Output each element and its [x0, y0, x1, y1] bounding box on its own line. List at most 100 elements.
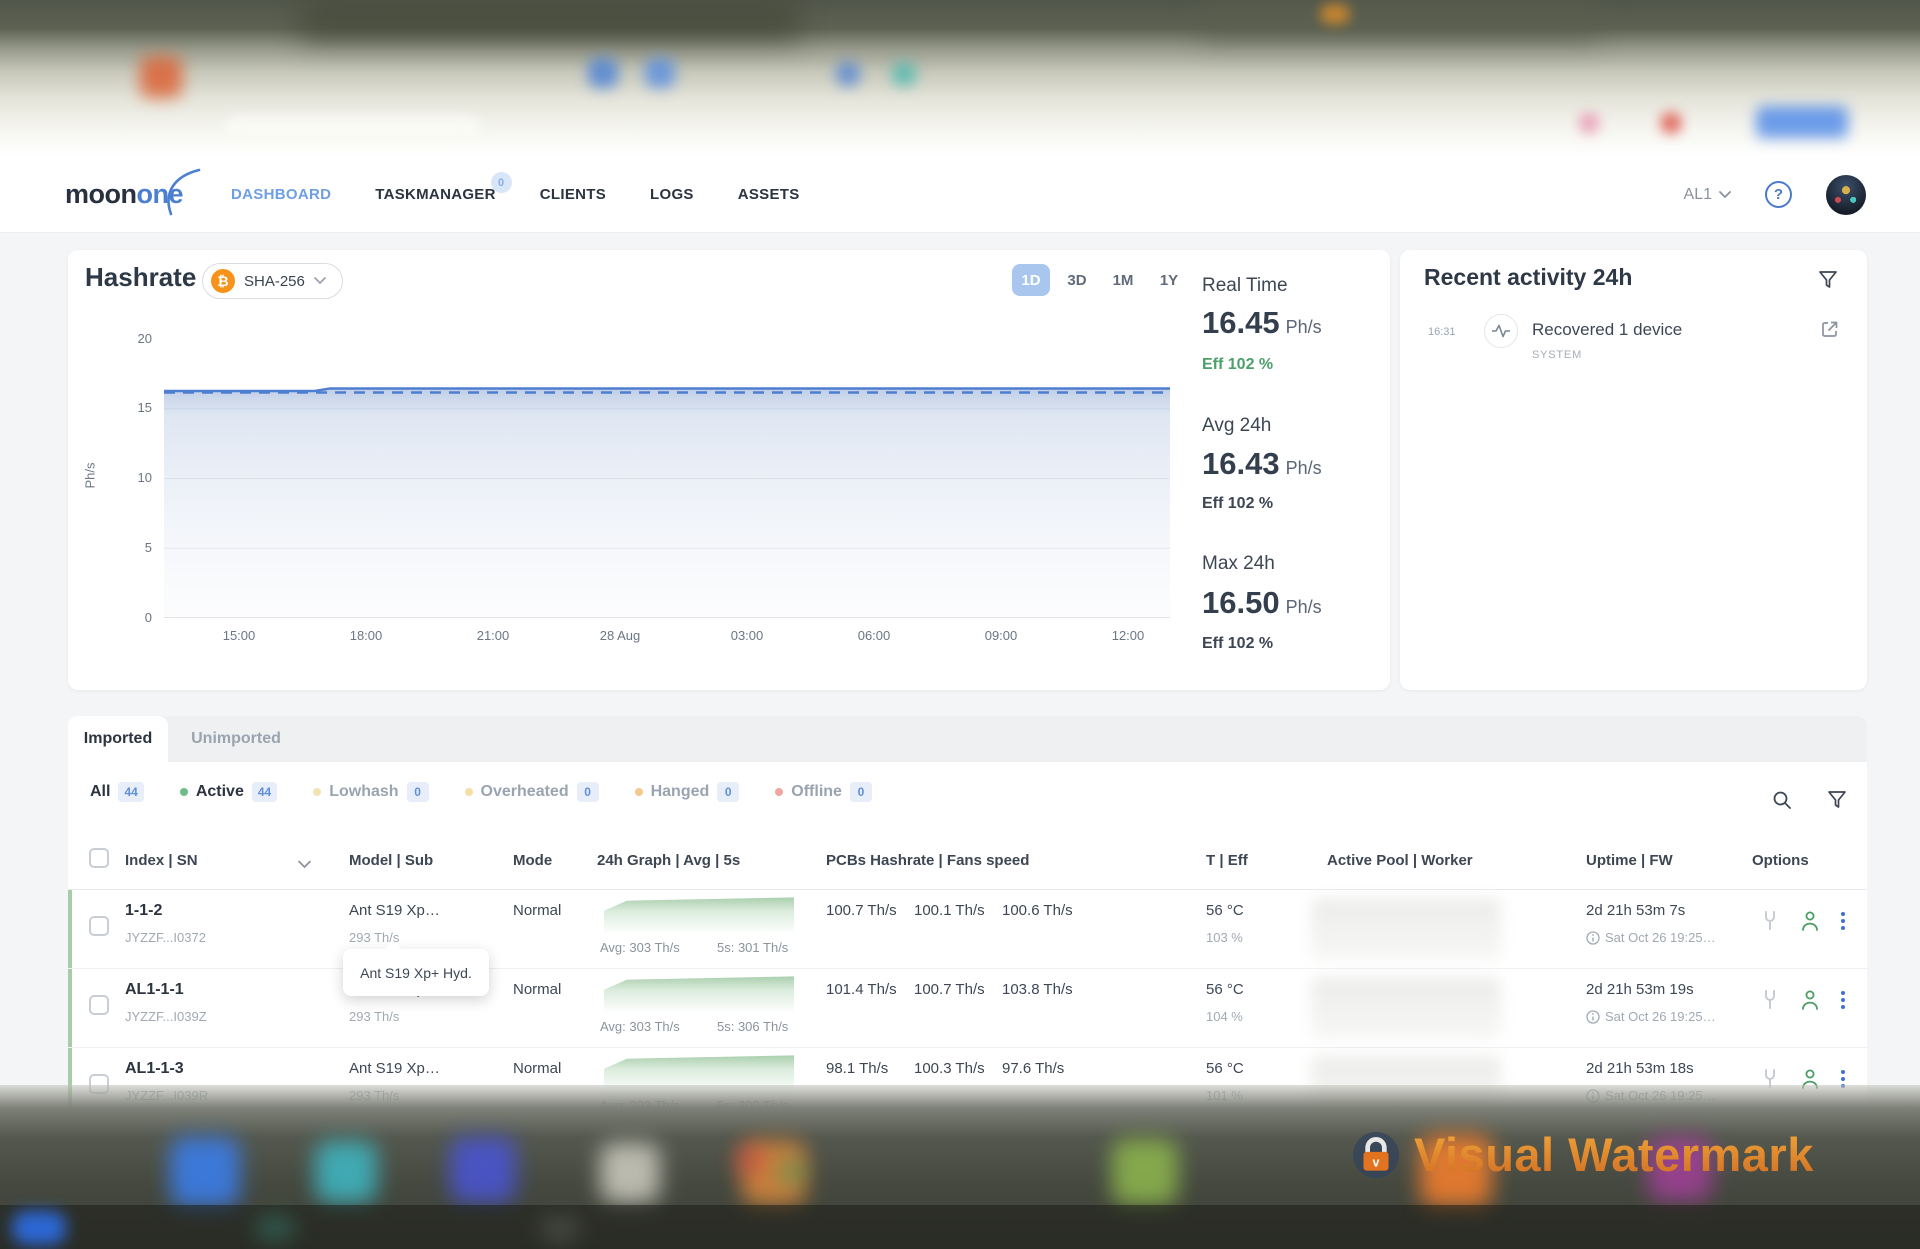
bitcoin-icon: ₿ — [211, 269, 235, 293]
blur-dock-icon — [735, 1145, 765, 1175]
pcb-hashrates: 98.1 Th/s 100.3 Th/s 97.6 Th/s — [826, 1060, 1090, 1077]
stat-realtime-unit: Ph/s — [1285, 317, 1322, 337]
blur-pink-dot — [1578, 112, 1600, 134]
col-options: Options — [1752, 852, 1809, 869]
row-checkbox[interactable] — [89, 916, 109, 936]
taskmanager-badge: 0 — [490, 172, 512, 193]
pcb-hashrates: 101.4 Th/s 100.7 Th/s 103.8 Th/s — [826, 981, 1090, 998]
filter-hanged[interactable]: Hanged 0 — [634, 782, 740, 802]
logo-text-moon: moon — [65, 179, 137, 209]
nav-item-dashboard[interactable]: DASHBOARD — [231, 186, 332, 203]
col-model-sub[interactable]: Model | Sub — [349, 852, 434, 869]
col-pool-worker[interactable]: Active Pool | Worker — [1327, 852, 1473, 869]
col-t-eff[interactable]: T | Eff — [1206, 852, 1248, 869]
nav-item-taskmanager[interactable]: TASKMANAGER 0 — [375, 172, 512, 203]
wrench-icon[interactable] — [1760, 989, 1780, 1011]
more-options-icon[interactable] — [1840, 910, 1846, 932]
visual-watermark: v Visual Watermark — [1352, 1127, 1814, 1182]
device-uptime: 2d 21h 53m 18s — [1586, 1060, 1694, 1077]
bitcoin-glyph: ₿ — [217, 273, 229, 289]
algorithm-dropdown[interactable]: ₿ SHA-256 — [202, 263, 343, 299]
activity-item-time: 16:31 — [1428, 326, 1456, 338]
blur-dock-icon — [1420, 1135, 1492, 1207]
table-row[interactable]: AL1-1-1 JYZZF...I039Z Ant S19 Xp… 293 Th… — [68, 969, 1867, 1048]
blur-app-icon — [140, 56, 182, 98]
person-icon[interactable] — [1800, 910, 1820, 932]
filter-all[interactable]: All 44 — [90, 782, 144, 802]
device-mode: Normal — [513, 981, 562, 998]
device-fw: Sat Oct 26 19:25… — [1586, 930, 1716, 945]
pcb-3: 97.6 Th/s — [1002, 1060, 1065, 1077]
table-row[interactable]: 1-1-2 JYZZF...I0372 Ant S19 Xp… 293 Th/s… — [68, 890, 1867, 969]
device-index: AL1-1-1 — [125, 981, 184, 998]
device-sn: JYZZF...I039Z — [125, 1009, 207, 1024]
tab-imported[interactable]: Imported — [68, 716, 168, 762]
range-1y-button[interactable]: 1Y — [1159, 271, 1179, 289]
device-eff: 104 % — [1206, 1009, 1243, 1024]
filter-active[interactable]: Active 44 — [179, 782, 278, 802]
logo[interactable]: moon one — [65, 168, 201, 217]
hashrate-card: Hashrate ₿ SHA-256 1D 3D 1M 1Y Real Time… — [68, 250, 1390, 690]
blur-taskbar-icon — [255, 1215, 295, 1241]
chart-area — [164, 388, 1170, 618]
row-checkbox[interactable] — [89, 995, 109, 1015]
filter-lowhash[interactable]: Lowhash 0 — [313, 782, 429, 802]
wrench-icon[interactable] — [1760, 910, 1780, 932]
nav-item-clients[interactable]: CLIENTS — [539, 186, 607, 203]
filter-active-count: 44 — [251, 782, 278, 802]
x-tick-4: 28 Aug — [599, 628, 641, 643]
more-options-icon[interactable] — [1840, 989, 1846, 1011]
range-buttons: 1D 3D 1M 1Y — [1012, 264, 1188, 296]
col-uptime-fw[interactable]: Uptime | FW — [1586, 852, 1673, 869]
search-icon[interactable] — [1772, 790, 1792, 815]
pcb-1: 100.7 Th/s — [826, 902, 897, 919]
blur-dock-icon — [170, 1137, 240, 1207]
row-avg: Avg: 303 Th/s — [600, 940, 680, 955]
range-3d-button[interactable]: 3D — [1067, 271, 1087, 289]
avatar[interactable] — [1826, 174, 1866, 215]
device-index: AL1-1-3 — [125, 1060, 184, 1077]
recent-activity-card: Recent activity 24h 16:31 Recovered 1 de… — [1400, 250, 1867, 690]
external-link-icon[interactable] — [1820, 320, 1839, 344]
help-icon[interactable]: ? — [1765, 181, 1792, 208]
nav-item-assets[interactable]: ASSETS — [737, 186, 800, 203]
x-tick-5: 03:00 — [730, 628, 764, 643]
person-icon[interactable] — [1800, 989, 1820, 1011]
filter-overheated-count: 0 — [576, 782, 599, 802]
device-model: Ant S19 Xp… — [349, 902, 440, 919]
activity-filter-icon[interactable] — [1818, 270, 1838, 295]
row-5s: 5s: 306 Th/s — [717, 1019, 789, 1034]
range-1m-button[interactable]: 1M — [1112, 271, 1134, 289]
blur-dock-icon — [315, 1141, 377, 1203]
chevron-down-icon — [313, 277, 326, 285]
filter-overheated[interactable]: Overheated 0 — [464, 782, 599, 802]
checkbox-icon[interactable] — [89, 848, 109, 868]
stat-avg-value: 16.43 Ph/s — [1202, 446, 1322, 482]
col-index-sn[interactable]: Index | SN — [125, 852, 198, 869]
x-tick-3: 21:00 — [476, 628, 510, 643]
pcb-hashrates: 100.7 Th/s 100.1 Th/s 100.6 Th/s — [826, 902, 1090, 919]
col-graph[interactable]: 24h Graph | Avg | 5s — [597, 852, 741, 869]
tab-unimported[interactable]: Unimported — [191, 730, 281, 747]
blur-dock-icon — [600, 1143, 660, 1203]
table-filter-icon[interactable] — [1827, 790, 1847, 815]
blur-dock-icon — [450, 1137, 516, 1203]
pcb-1: 98.1 Th/s — [826, 1060, 889, 1077]
col-mode[interactable]: Mode — [513, 852, 553, 869]
pcb-3: 103.8 Th/s — [1002, 981, 1073, 998]
nav-right: AL1 ? — [1684, 174, 1866, 215]
nav-item-logs[interactable]: LOGS — [650, 186, 694, 203]
blur-smudge — [300, 0, 800, 40]
select-all-checkbox[interactable] — [89, 848, 109, 868]
device-temp: 56 °C — [1206, 1060, 1244, 1077]
device-mode: Normal — [513, 1060, 562, 1077]
device-index: 1-1-2 — [125, 902, 163, 919]
navbar: moon one DASHBOARD TASKMANAGER 0 CLIENTS … — [0, 157, 1920, 233]
region-selector[interactable]: AL1 — [1684, 186, 1731, 204]
range-1d-button[interactable]: 1D — [1012, 264, 1050, 296]
filter-offline[interactable]: Offline 0 — [775, 782, 872, 802]
blur-dock-icon — [1112, 1139, 1178, 1205]
sort-chevron-icon[interactable] — [298, 856, 311, 873]
col-pcbs[interactable]: PCBs Hashrate | Fans speed — [826, 852, 1030, 869]
x-tick-1: 15:00 — [222, 628, 256, 643]
